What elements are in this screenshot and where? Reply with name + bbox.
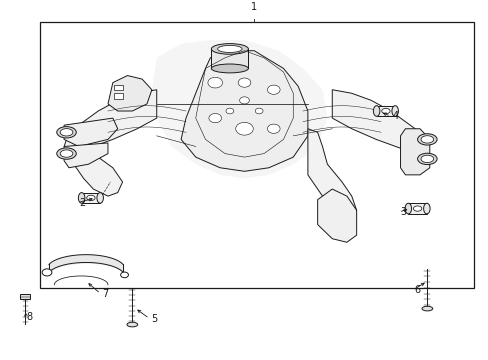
Text: 1: 1 (251, 3, 257, 12)
Circle shape (235, 122, 253, 135)
Ellipse shape (57, 127, 76, 138)
Circle shape (239, 97, 249, 104)
Text: 4: 4 (391, 111, 398, 121)
Ellipse shape (404, 203, 411, 214)
Ellipse shape (211, 64, 248, 73)
Polygon shape (64, 118, 118, 147)
Ellipse shape (420, 155, 433, 163)
Polygon shape (307, 129, 356, 217)
Ellipse shape (127, 322, 138, 327)
Ellipse shape (78, 193, 85, 203)
Polygon shape (317, 189, 356, 242)
Circle shape (42, 269, 52, 276)
Ellipse shape (60, 129, 73, 136)
Circle shape (225, 108, 233, 114)
Ellipse shape (417, 153, 436, 165)
Circle shape (208, 113, 221, 123)
Polygon shape (64, 143, 108, 168)
Polygon shape (152, 40, 327, 179)
Text: 3: 3 (400, 207, 406, 217)
Ellipse shape (86, 195, 95, 201)
Circle shape (121, 272, 128, 278)
Bar (114, 93, 122, 99)
Ellipse shape (211, 44, 248, 54)
Ellipse shape (417, 134, 436, 145)
Text: 7: 7 (102, 289, 108, 300)
Bar (211, 49, 248, 68)
Polygon shape (64, 90, 157, 154)
Polygon shape (108, 76, 152, 111)
Ellipse shape (421, 306, 432, 311)
Ellipse shape (423, 203, 429, 214)
Text: 2: 2 (80, 198, 86, 207)
Ellipse shape (412, 206, 421, 211)
Polygon shape (400, 129, 429, 175)
Bar (407, 203, 426, 214)
Ellipse shape (381, 108, 389, 114)
Bar (40, 22, 473, 288)
Circle shape (238, 78, 250, 87)
Bar (376, 106, 394, 116)
Text: 5: 5 (151, 314, 157, 324)
Ellipse shape (373, 106, 379, 116)
Text: 6: 6 (413, 285, 420, 295)
Circle shape (207, 77, 222, 88)
Circle shape (267, 85, 280, 94)
Polygon shape (331, 90, 424, 154)
Ellipse shape (60, 150, 73, 157)
Circle shape (255, 108, 263, 114)
Ellipse shape (391, 106, 398, 116)
Circle shape (267, 124, 280, 133)
Ellipse shape (217, 45, 242, 53)
Bar (114, 85, 122, 90)
Ellipse shape (57, 148, 76, 159)
Ellipse shape (420, 136, 433, 143)
Ellipse shape (97, 193, 103, 203)
Polygon shape (69, 147, 122, 196)
Polygon shape (181, 51, 307, 171)
Bar (20, 294, 30, 299)
Bar (81, 193, 100, 203)
Text: 8: 8 (26, 312, 32, 323)
